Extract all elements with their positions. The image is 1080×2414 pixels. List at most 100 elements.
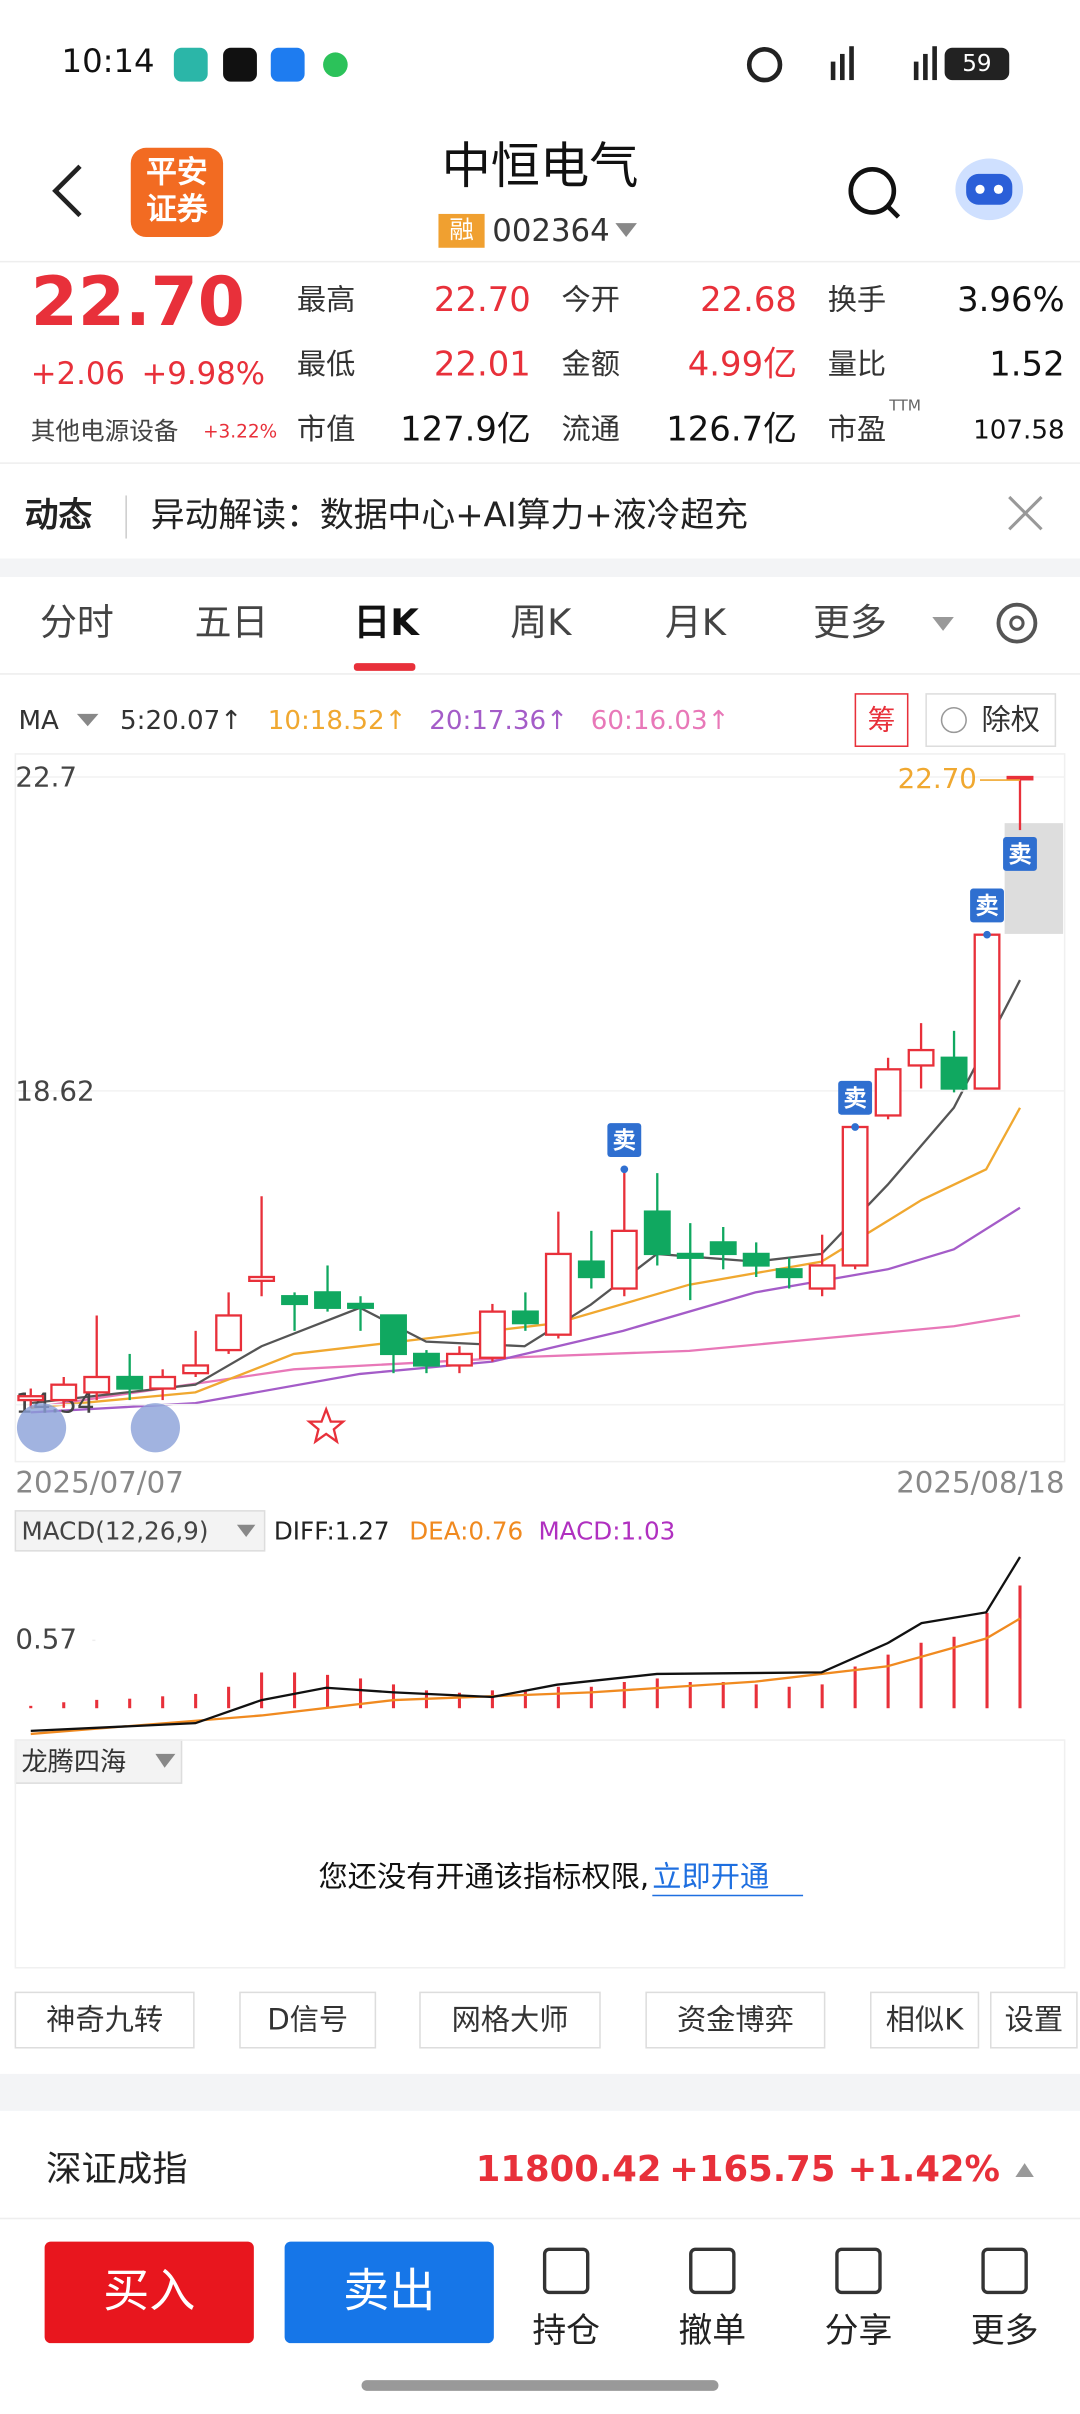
ma-lines (30, 979, 1022, 1414)
event-star[interactable] (306, 1406, 347, 1445)
stat-sup: TTM (888, 397, 921, 415)
tools-settings[interactable] (990, 1991, 1078, 2049)
candle-body (511, 1310, 539, 1325)
candle-body (413, 1352, 440, 1367)
permission-link[interactable]: 立即开通 (652, 1860, 769, 1894)
tool-button[interactable] (419, 1991, 601, 2049)
close-news[interactable] (1008, 495, 1043, 531)
candle-body (215, 1314, 243, 1352)
search-button[interactable] (848, 166, 901, 219)
tool-button[interactable] (645, 1991, 826, 2049)
change: +2.06 (31, 356, 125, 392)
tools-settings-label: 设置 (1005, 2003, 1063, 2037)
news-text[interactable]: 异动解读：数据中心+AI算力+液冷超充 (151, 496, 748, 535)
candle-body (50, 1383, 78, 1402)
section-gap (0, 558, 1080, 577)
signal-dot (620, 1165, 629, 1174)
tab[interactable]: 五日 (195, 601, 269, 644)
code-dropdown[interactable] (615, 223, 637, 237)
tool-label: D信号 (267, 2003, 348, 2037)
action-label: 分享 (825, 2311, 893, 2350)
candle-body (478, 1310, 506, 1359)
action-icon[interactable] (542, 2247, 590, 2295)
sell-signal[interactable] (838, 1080, 873, 1115)
stock-name: 中恒电气 (442, 137, 639, 195)
home-indicator (361, 2380, 719, 2391)
macd-dropdown (236, 1524, 256, 1537)
macd-dea: DEA:0.76 (409, 1516, 523, 1545)
broker-logo (130, 147, 224, 237)
candle-body (841, 1125, 869, 1267)
ma-value: 5:20.07↑ (120, 706, 242, 736)
candle-body (17, 1395, 45, 1402)
ma20-line (30, 1206, 1021, 1414)
action-icon[interactable] (981, 2247, 1028, 2295)
buy-label: 买入 (103, 2263, 195, 2317)
macd-tick-label: 0.57 (15, 1622, 77, 1655)
tab[interactable]: 月K (665, 601, 727, 644)
tool-button[interactable] (239, 1991, 377, 2049)
macd-value: MACD:1.03 (538, 1516, 675, 1545)
expand-button[interactable] (130, 1403, 180, 1453)
ma-value: 60:16.03↑ (591, 706, 730, 736)
more-dropdown[interactable] (932, 617, 954, 631)
start-date: 2025/07/07 (15, 1466, 183, 1500)
indicator-name: 龙腾四海 (22, 1748, 127, 1778)
collapse-button[interactable] (16, 1403, 67, 1453)
macd-label: MACD(12,26,9) (22, 1516, 209, 1545)
action-icon[interactable] (689, 2247, 736, 2295)
candle-body (775, 1268, 803, 1279)
chip-button[interactable] (854, 693, 909, 747)
candle-body (676, 1252, 704, 1259)
index-expand[interactable] (1015, 2163, 1034, 2177)
tool-label: 资金博弈 (677, 2003, 794, 2037)
back-button[interactable] (52, 164, 82, 218)
macd-selector[interactable] (14, 1510, 266, 1552)
change-pct: +9.98% (142, 356, 265, 392)
ma-label: MA (18, 706, 59, 736)
clock: 10:14 (62, 42, 155, 80)
adjust-button[interactable] (925, 693, 1057, 747)
candle-body (742, 1252, 770, 1267)
buy-button[interactable] (44, 2241, 254, 2344)
ma-dropdown[interactable] (76, 713, 99, 727)
settings-button[interactable] (996, 602, 1038, 644)
stat-value: 1.52 (989, 345, 1064, 384)
logo-line: 平安 (146, 154, 208, 190)
assistant-button[interactable] (955, 158, 1024, 221)
sell-signal[interactable] (607, 1123, 642, 1157)
candle-body (610, 1229, 638, 1290)
sell-signal[interactable] (1003, 837, 1037, 871)
sell-signal[interactable] (970, 888, 1004, 923)
candle-body (1006, 775, 1034, 781)
action-label: 撤单 (678, 2311, 746, 2350)
sell-signal-label: 卖 (613, 1128, 636, 1154)
signal-icons (746, 46, 937, 83)
action-label: 更多 (971, 2311, 1039, 2350)
ma60-line (30, 1314, 1021, 1409)
info-icon (940, 706, 967, 734)
y-tick-label: 18.62 (15, 1074, 94, 1107)
tool-label: 相似K (886, 2003, 964, 2037)
candle-body (709, 1241, 737, 1256)
action-icon[interactable] (835, 2247, 882, 2295)
tab[interactable]: 周K (510, 601, 572, 644)
margin-badge (438, 213, 485, 248)
signal-dot (983, 930, 991, 939)
candle-body (248, 1275, 276, 1282)
stat-value: 3.96% (957, 280, 1064, 319)
tool-button[interactable] (870, 1991, 980, 2049)
tab-indicator (353, 663, 416, 671)
stat-value: 126.7亿 (666, 409, 797, 448)
tab[interactable]: 更多 (813, 601, 887, 644)
index-name: 深证成指 (46, 2149, 188, 2190)
tool-button[interactable] (14, 1991, 195, 2049)
sell-label: 卖出 (343, 2263, 435, 2317)
tab[interactable]: 日K (353, 601, 420, 644)
ma-value: 10:18.52↑ (268, 706, 407, 736)
sell-button[interactable] (284, 2241, 494, 2344)
tab[interactable]: 分时 (40, 601, 114, 644)
indicator-dropdown (155, 1753, 176, 1768)
